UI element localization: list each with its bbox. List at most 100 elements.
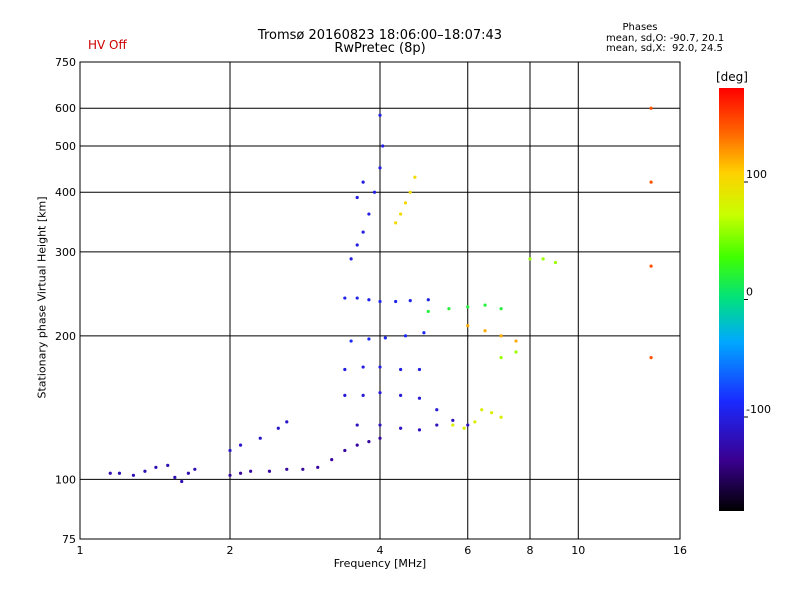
data-point	[413, 175, 417, 179]
stats-x-line: mean, sd,X: 92.0, 24.5	[606, 43, 723, 54]
data-point	[238, 443, 243, 447]
data-point	[417, 428, 422, 432]
x-tick-label: 2	[227, 544, 234, 557]
data-point	[483, 303, 487, 307]
data-point	[649, 356, 653, 360]
x-tick-label: 4	[377, 544, 384, 557]
grid-lines	[79, 61, 681, 540]
data-point	[426, 309, 430, 314]
x-tick-label: 1	[77, 544, 84, 557]
chart-title: Tromsø 20160823 18:06:00–18:07:43	[257, 28, 503, 43]
data-point	[417, 396, 422, 400]
data-point	[343, 393, 347, 398]
y-tick-label: 750	[55, 56, 76, 69]
data-point	[466, 305, 470, 309]
data-point	[285, 467, 289, 471]
data-point	[451, 418, 455, 422]
data-point	[372, 190, 377, 194]
data-point	[355, 243, 359, 247]
data-point	[408, 190, 412, 194]
data-point	[361, 230, 365, 234]
data-point	[473, 420, 477, 424]
data-point	[541, 257, 545, 261]
data-point	[528, 257, 532, 261]
data-point	[378, 166, 382, 170]
data-point	[228, 473, 232, 477]
data-point	[378, 391, 382, 395]
data-point	[361, 180, 365, 184]
data-point	[403, 334, 408, 338]
y-tick-label: 300	[55, 246, 76, 259]
colorbar	[719, 88, 744, 511]
y-tick-label: 100	[55, 473, 76, 486]
data-point	[514, 350, 518, 354]
y-tick-label: 500	[55, 140, 76, 153]
x-tick-label: 16	[673, 544, 687, 557]
colorbar-ticks: 100 0 -100	[744, 168, 771, 418]
data-point	[367, 440, 371, 444]
data-point	[343, 296, 347, 300]
data-point	[117, 471, 122, 475]
data-point	[649, 180, 653, 184]
chart-subtitle: RwPretec (8p)	[334, 41, 426, 56]
data-point	[355, 296, 359, 300]
data-point	[499, 356, 503, 360]
x-tick-label: 10	[571, 544, 585, 557]
data-point	[514, 339, 518, 343]
y-tick-label: 75	[62, 533, 76, 546]
data-point	[238, 471, 243, 475]
x-tick-label: 6	[464, 544, 471, 557]
data-point	[466, 423, 470, 427]
data-point	[343, 448, 347, 453]
data-point	[499, 415, 503, 419]
data-point	[435, 423, 439, 427]
data-point	[143, 469, 147, 473]
data-point	[193, 467, 197, 471]
y-tick-label: 200	[55, 330, 76, 343]
data-point	[343, 367, 347, 372]
data-point	[180, 479, 184, 484]
data-point	[186, 471, 190, 475]
data-point	[301, 467, 305, 471]
data-points	[108, 106, 653, 484]
data-point	[403, 201, 408, 205]
data-point	[499, 307, 503, 311]
data-point	[330, 458, 334, 462]
data-point	[399, 426, 403, 430]
data-point	[258, 436, 262, 440]
y-tick-label: 400	[55, 186, 76, 199]
data-point	[285, 420, 289, 424]
status-label: HV Off	[88, 38, 127, 52]
x-tick-label: 8	[527, 544, 534, 557]
colorbar-tick-label: -100	[746, 403, 771, 416]
data-point	[408, 299, 412, 303]
data-point	[361, 365, 365, 369]
y-axis-label: Stationary phase Virtual Height [km]	[35, 196, 49, 399]
data-point	[383, 336, 387, 340]
stats-title: Phases	[622, 22, 658, 33]
data-point	[399, 367, 403, 372]
data-point	[378, 423, 382, 427]
data-point	[108, 471, 112, 475]
colorbar-tick-label: 0	[746, 286, 753, 299]
data-point	[394, 221, 398, 225]
data-point	[166, 463, 170, 467]
x-axis-label: Frequency [MHz]	[333, 557, 427, 570]
data-point	[499, 334, 503, 338]
data-point	[490, 411, 494, 415]
data-point	[276, 426, 280, 430]
data-point	[483, 329, 487, 333]
data-point	[316, 465, 320, 469]
axis-ticks: 1 2 4 6 8 10 16 75 100 200 300 400 500 600 750	[55, 56, 687, 557]
data-point	[378, 365, 382, 369]
data-point	[367, 298, 371, 302]
data-point	[378, 113, 382, 117]
data-point	[394, 299, 398, 304]
data-point	[361, 393, 365, 398]
data-point	[173, 475, 177, 479]
data-point	[649, 106, 653, 110]
data-point	[131, 473, 136, 477]
data-point	[355, 443, 359, 447]
data-point	[381, 144, 385, 148]
